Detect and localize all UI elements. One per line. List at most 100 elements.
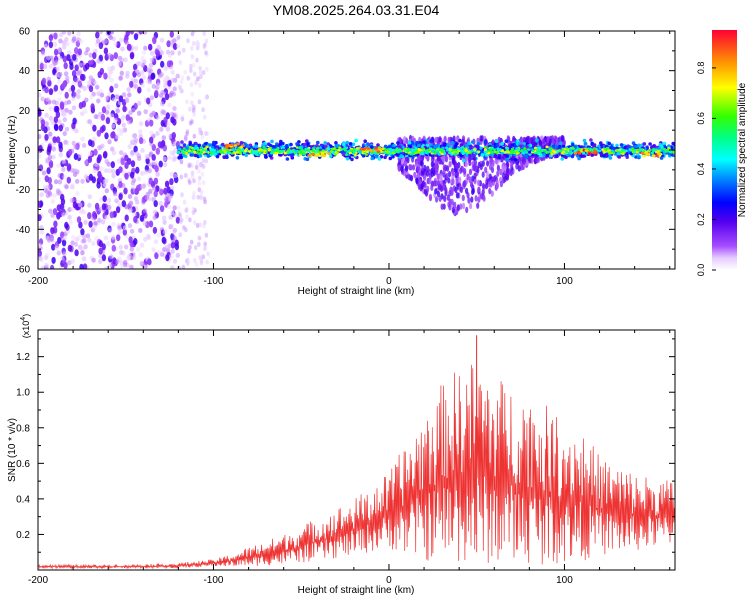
spectrogram-cell <box>328 154 333 158</box>
spectrogram-cell <box>481 182 485 190</box>
spectrogram-cell <box>43 255 49 261</box>
spectrogram-cell <box>646 153 651 156</box>
spectrogram-cell <box>473 172 477 179</box>
spectrogram-cell <box>167 204 172 210</box>
spectrogram-cell <box>589 147 593 151</box>
spectrogram-cell <box>68 109 73 115</box>
spectrogram-cell <box>70 84 76 92</box>
spectrogram-cell <box>202 44 206 50</box>
spectrogram-cell <box>160 60 165 68</box>
spectrogram-cell <box>67 31 72 36</box>
spectrogram-cell <box>314 154 318 157</box>
spectrogram-cell <box>469 202 473 210</box>
spectrogram-cell <box>98 174 103 182</box>
spectrogram-cell <box>464 149 468 152</box>
spectrogram-cell <box>327 152 331 156</box>
spectrogram-cell <box>415 177 419 184</box>
spectrogram-cell <box>38 164 44 172</box>
spectrogram-cell <box>571 142 575 147</box>
spectrogram-cell <box>417 183 421 190</box>
spectrogram-cell <box>559 149 563 153</box>
spectrogram-cell <box>76 37 81 43</box>
spectrogram-cell <box>109 254 114 260</box>
spectrogram-cell <box>66 176 72 184</box>
spectrogram-cell <box>62 111 68 117</box>
spectrogram-cell <box>522 150 527 153</box>
spectrogram-cell <box>109 85 114 93</box>
spectrogram-cell <box>177 50 182 56</box>
spectrogram-cell <box>479 147 483 150</box>
spectrogram-cell <box>81 143 87 148</box>
spectrogram-cell <box>159 72 164 78</box>
spectrogram-cell <box>67 149 73 156</box>
spectrogram-cell <box>490 141 495 145</box>
spectrogram-cell <box>38 134 42 140</box>
spectrogram-cell <box>198 154 203 158</box>
spectrogram-cell <box>505 158 509 162</box>
spectrogram-cell <box>487 181 491 188</box>
spectrogram-cell <box>175 73 180 79</box>
spectrogram-cell <box>531 144 536 148</box>
spectrogram-cell <box>485 182 489 189</box>
spectrogram-cell <box>396 141 400 145</box>
spectrogram-cell <box>197 149 201 152</box>
spectrogram-cell <box>201 70 206 76</box>
spectrogram-cell <box>298 146 302 149</box>
spectrogram-cell <box>383 144 388 149</box>
y-tick-label: 0 <box>24 146 30 157</box>
spectrogram-cell <box>170 210 175 216</box>
spectrogram-cell <box>177 155 181 160</box>
spectrogram-cell <box>281 146 286 149</box>
spectrogram-cell <box>254 144 258 148</box>
spectrogram-cell <box>209 143 213 147</box>
spectrogram-cell <box>57 97 62 103</box>
spectrogram-cell <box>417 156 421 164</box>
spectrogram-cell <box>481 160 485 167</box>
spectrogram-cell <box>509 169 513 177</box>
spectrogram-cell <box>117 127 122 133</box>
spectrogram-cell <box>159 50 164 56</box>
spectrogram-cell <box>289 149 293 153</box>
spectrogram-cell <box>172 106 177 111</box>
spectrogram-cell <box>570 147 575 150</box>
spectrogram-cell <box>545 145 549 149</box>
spectrogram-cell <box>485 171 489 178</box>
spectrogram-cell <box>149 136 154 144</box>
spectrogram-cell <box>536 152 541 155</box>
colorbar-tick-label: 0.8 <box>696 62 706 75</box>
spectrogram-cell <box>39 62 44 70</box>
spectrogram-cell <box>504 151 508 154</box>
spectrogram-cell <box>151 185 157 191</box>
x-tick-label: 100 <box>556 276 573 287</box>
spectrogram-cell <box>428 168 432 176</box>
spectrogram-cell <box>467 197 471 204</box>
spectrogram-cell <box>181 151 185 155</box>
spectrogram-cell <box>142 208 148 214</box>
spectrogram-cell <box>471 188 475 196</box>
spectrogram-cell <box>48 106 53 112</box>
spectrogram-cell <box>169 178 174 186</box>
spectrogram-cell <box>66 54 71 62</box>
spectrogram-cell <box>58 38 63 44</box>
spectrogram-cell <box>93 148 98 156</box>
spectrogram-cell <box>140 184 146 190</box>
spectrogram-cell <box>44 121 49 127</box>
spectrogram-cell <box>193 220 197 226</box>
spectrogram-cell <box>196 194 200 200</box>
spectrogram-cell <box>82 263 88 269</box>
spectrogram-cell <box>72 201 78 209</box>
spectrogram-cell <box>470 140 475 144</box>
spectrogram-cell <box>200 171 205 177</box>
spectrogram-cell <box>404 160 408 167</box>
spectrogram-cell <box>115 259 120 265</box>
spectrogram-cell <box>98 247 103 255</box>
spectrogram-cell <box>106 161 111 167</box>
spectrogram-cell <box>204 38 209 44</box>
snr-series-line <box>38 335 675 570</box>
spectrogram-cell <box>204 50 208 56</box>
spectrogram-cell <box>488 173 492 180</box>
spectrogram-cell <box>417 148 421 151</box>
spectrogram-cell <box>172 205 177 211</box>
spectrogram-cell <box>63 71 69 77</box>
spectrogram-cell <box>51 193 57 199</box>
